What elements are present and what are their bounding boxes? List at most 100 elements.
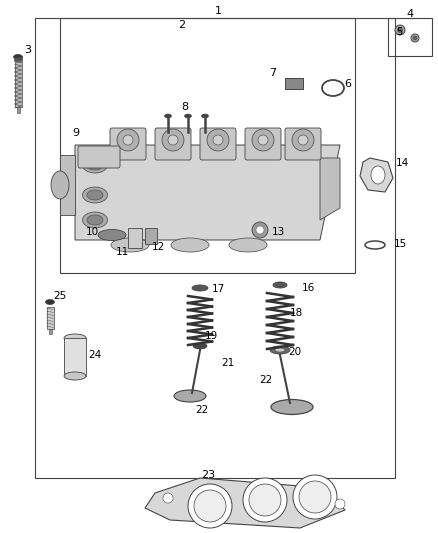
- Text: 13: 13: [272, 227, 285, 237]
- Text: 6: 6: [345, 79, 352, 89]
- Circle shape: [293, 475, 337, 519]
- Bar: [128, 228, 142, 248]
- Text: 10: 10: [85, 227, 99, 237]
- Ellipse shape: [87, 190, 103, 200]
- Circle shape: [398, 28, 403, 33]
- Text: 9: 9: [72, 128, 80, 138]
- Ellipse shape: [82, 212, 107, 228]
- Text: 18: 18: [290, 308, 303, 318]
- Ellipse shape: [184, 114, 191, 118]
- Ellipse shape: [370, 243, 381, 247]
- Circle shape: [168, 135, 178, 145]
- Bar: [49, 329, 52, 334]
- Text: 16: 16: [301, 283, 314, 293]
- Circle shape: [395, 25, 405, 35]
- Text: 20: 20: [289, 347, 301, 357]
- Text: 17: 17: [212, 284, 225, 294]
- Circle shape: [292, 129, 314, 151]
- Polygon shape: [145, 478, 345, 528]
- Circle shape: [335, 499, 345, 509]
- Circle shape: [162, 129, 184, 151]
- Ellipse shape: [51, 171, 69, 199]
- Ellipse shape: [87, 160, 103, 170]
- Ellipse shape: [273, 282, 287, 288]
- Polygon shape: [320, 158, 340, 220]
- Text: 12: 12: [152, 242, 165, 252]
- Circle shape: [243, 478, 287, 522]
- Ellipse shape: [192, 285, 208, 291]
- Bar: [60, 18, 355, 273]
- Ellipse shape: [229, 238, 267, 252]
- Circle shape: [256, 226, 264, 234]
- Ellipse shape: [46, 300, 54, 304]
- Ellipse shape: [271, 400, 313, 415]
- Circle shape: [213, 135, 223, 145]
- Text: 7: 7: [269, 68, 276, 78]
- Circle shape: [252, 222, 268, 238]
- Text: 1: 1: [215, 6, 222, 16]
- FancyBboxPatch shape: [155, 128, 191, 160]
- FancyBboxPatch shape: [200, 128, 236, 160]
- Ellipse shape: [326, 84, 339, 92]
- Bar: [285, 78, 303, 89]
- Circle shape: [411, 34, 419, 42]
- Ellipse shape: [193, 343, 207, 349]
- Text: 11: 11: [115, 247, 129, 257]
- Text: 8: 8: [181, 102, 189, 112]
- Circle shape: [298, 135, 308, 145]
- Ellipse shape: [64, 372, 86, 380]
- Ellipse shape: [174, 390, 206, 402]
- Circle shape: [299, 481, 331, 513]
- Text: 15: 15: [393, 239, 406, 249]
- Circle shape: [188, 484, 232, 528]
- Polygon shape: [60, 155, 75, 215]
- Ellipse shape: [98, 230, 126, 240]
- Text: 3: 3: [25, 45, 32, 55]
- Bar: [17, 107, 20, 113]
- Text: 5: 5: [396, 27, 402, 37]
- FancyBboxPatch shape: [285, 128, 321, 160]
- FancyBboxPatch shape: [110, 128, 146, 160]
- Text: 21: 21: [221, 358, 235, 368]
- Text: 14: 14: [396, 158, 409, 168]
- Ellipse shape: [165, 114, 172, 118]
- Ellipse shape: [111, 238, 149, 252]
- Bar: [145, 228, 157, 244]
- Ellipse shape: [87, 215, 103, 225]
- Bar: [14, 62, 21, 107]
- Ellipse shape: [171, 238, 209, 252]
- Bar: [388, 18, 432, 56]
- Circle shape: [163, 493, 173, 503]
- Ellipse shape: [82, 157, 107, 173]
- Bar: [35, 18, 395, 478]
- Circle shape: [117, 129, 139, 151]
- Polygon shape: [360, 158, 393, 192]
- Polygon shape: [75, 145, 340, 240]
- Ellipse shape: [82, 187, 107, 203]
- FancyBboxPatch shape: [245, 128, 281, 160]
- Circle shape: [207, 129, 229, 151]
- Ellipse shape: [64, 334, 86, 342]
- Text: 24: 24: [88, 350, 102, 360]
- Ellipse shape: [275, 348, 285, 352]
- Circle shape: [413, 36, 417, 40]
- Text: 23: 23: [201, 470, 215, 480]
- Ellipse shape: [201, 114, 208, 118]
- Circle shape: [194, 490, 226, 522]
- Bar: [46, 307, 53, 329]
- Circle shape: [258, 135, 268, 145]
- Text: 22: 22: [259, 375, 272, 385]
- Text: 25: 25: [53, 291, 67, 301]
- Ellipse shape: [270, 346, 290, 354]
- Ellipse shape: [371, 166, 385, 184]
- Text: 19: 19: [205, 331, 218, 341]
- Circle shape: [252, 129, 274, 151]
- Bar: [14, 57, 22, 61]
- FancyBboxPatch shape: [78, 146, 120, 168]
- Text: 2: 2: [178, 20, 186, 30]
- Text: 22: 22: [195, 405, 208, 415]
- Ellipse shape: [14, 54, 22, 60]
- Text: 4: 4: [406, 9, 413, 19]
- Circle shape: [123, 135, 133, 145]
- Circle shape: [249, 484, 281, 516]
